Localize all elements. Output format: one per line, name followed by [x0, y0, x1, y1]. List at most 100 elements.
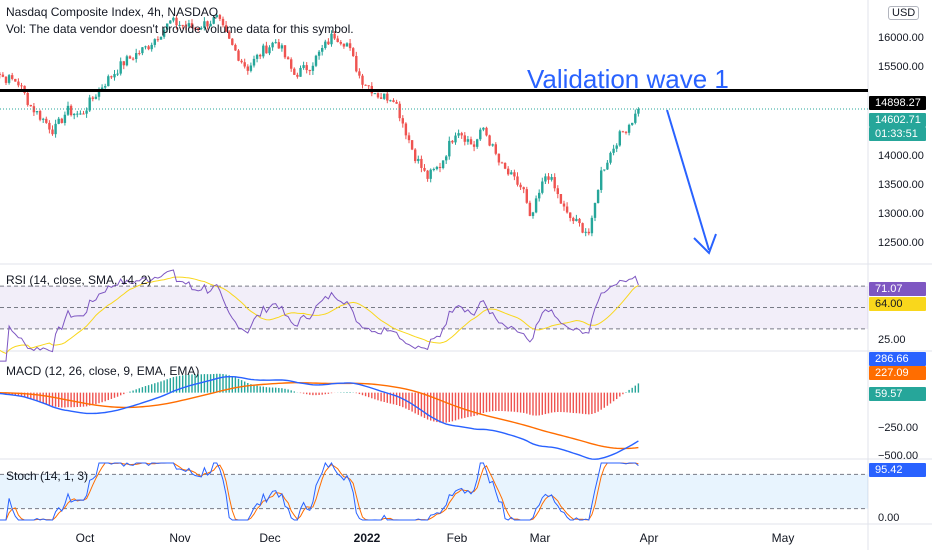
annotation-text[interactable]: Validation wave 1: [527, 64, 729, 94]
macd-title[interactable]: MACD (12, 26, close, 9, EMA, EMA): [6, 364, 200, 378]
candle-body: [187, 23, 191, 27]
candle-body: [534, 198, 538, 213]
candle-body: [469, 139, 473, 145]
histogram-value-tag: 59.57: [869, 387, 926, 401]
candle-body: [634, 113, 637, 123]
candle-body: [382, 93, 386, 99]
candle-body: [584, 231, 587, 233]
candle-body: [562, 203, 566, 207]
candle-body: [169, 20, 172, 24]
candle-body: [314, 55, 318, 66]
rsi-title[interactable]: RSI (14, close, SMA, 14, 2): [6, 273, 152, 287]
candle-body: [181, 24, 184, 26]
candle-body: [246, 66, 249, 71]
candle-body: [454, 135, 457, 143]
candle-body: [494, 144, 497, 154]
candle-body: [544, 176, 547, 182]
candle-body: [20, 85, 23, 87]
candle-body: [57, 118, 60, 124]
candle-body: [17, 81, 20, 86]
candle-body: [609, 152, 612, 163]
macd-tick: −500.00: [878, 450, 919, 462]
candle-body: [178, 24, 181, 26]
candle-body: [45, 118, 48, 123]
time-tick: Apr: [639, 531, 659, 545]
currency-button[interactable]: USD: [888, 6, 920, 20]
candle-body: [224, 25, 228, 32]
candle-body: [379, 97, 383, 99]
time-tick: May: [771, 531, 795, 545]
candle-body: [516, 176, 519, 185]
candle-body: [324, 41, 327, 48]
candle-body: [547, 176, 550, 180]
candle-body: [72, 113, 76, 116]
rsi-tick: 25.00: [878, 334, 906, 346]
candle-body: [488, 135, 491, 146]
candle-body: [69, 105, 73, 116]
candle-body: [587, 231, 590, 234]
candle-body: [441, 160, 445, 168]
candle-body: [29, 104, 32, 107]
rsi-pane[interactable]: [0, 269, 868, 362]
countdown-tag: 01:33:51: [869, 127, 926, 141]
candle-body: [599, 170, 603, 190]
candle-body: [91, 97, 94, 99]
candle-body: [593, 202, 597, 218]
candle-body: [305, 65, 308, 71]
candle-body: [351, 48, 355, 56]
candle-body: [367, 85, 370, 87]
price-pane[interactable]: [0, 13, 868, 237]
candle-body: [572, 217, 575, 222]
candle-body: [296, 74, 299, 77]
candle-body: [103, 86, 107, 88]
candle-body: [395, 101, 398, 104]
candle-body: [147, 46, 150, 50]
candle-body: [299, 67, 302, 77]
candle-body: [286, 57, 290, 60]
candle-body: [426, 170, 429, 179]
candle-body: [293, 68, 296, 75]
candle-body: [621, 131, 625, 133]
candle-body: [590, 217, 594, 234]
candle-body: [345, 43, 349, 47]
candle-body: [451, 140, 454, 143]
price-tick: 15500.00: [878, 61, 924, 73]
candle-body: [491, 144, 494, 146]
stoch-title[interactable]: Stoch (14, 1, 3): [6, 469, 89, 483]
stoch-band: [0, 474, 868, 509]
candle-body: [14, 78, 17, 82]
macd-pane[interactable]: [0, 373, 640, 460]
time-tick: 2022: [353, 531, 381, 545]
candle-body: [150, 44, 153, 50]
candle-body: [268, 47, 271, 54]
candle-body: [206, 21, 209, 27]
candle-body: [510, 172, 513, 175]
candle-body: [448, 140, 451, 157]
candle-body: [131, 58, 135, 60]
candle-body: [624, 131, 628, 133]
candle-body: [606, 162, 609, 170]
candle-body: [333, 33, 336, 39]
candle-body: [472, 144, 476, 147]
candle-body: [398, 103, 401, 119]
annotation-arrow-shaft: [666, 109, 710, 251]
candle-body: [54, 123, 57, 135]
candle-body: [221, 18, 225, 26]
candle-body: [342, 43, 346, 47]
price-tick: 14000.00: [878, 150, 924, 162]
candle-body: [429, 169, 432, 179]
candle-body: [355, 55, 358, 72]
stoch-pane[interactable]: [0, 461, 868, 521]
candle-body: [466, 139, 470, 142]
candle-body: [435, 166, 439, 170]
candle-body: [274, 42, 277, 44]
time-tick: Mar: [529, 531, 551, 545]
candle-body: [280, 45, 284, 49]
candle-body: [122, 61, 125, 66]
candle-body: [255, 54, 259, 59]
candle-body: [556, 188, 559, 195]
candle-body: [265, 45, 268, 54]
candle-body: [277, 42, 280, 49]
